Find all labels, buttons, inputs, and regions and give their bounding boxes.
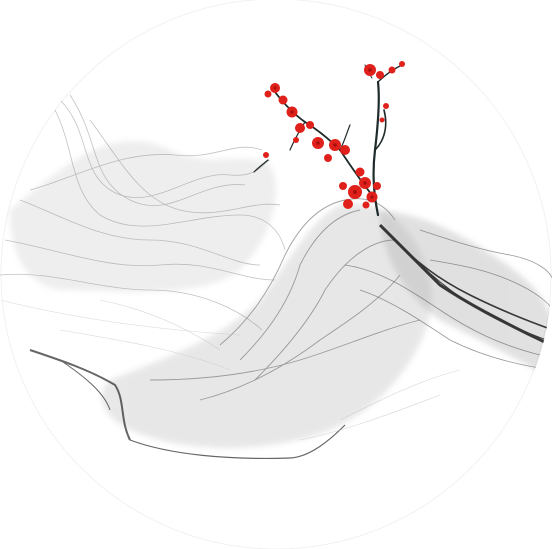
ink-ribbons-left [0,94,286,331]
ink-ribbons-right [344,229,552,371]
ink-wash [0,94,552,460]
ink-wash-right [380,210,552,380]
blossom-centers [273,68,374,199]
ink-wash-center [101,203,432,449]
ink-edge-lower-left [29,349,346,460]
blossom-cluster-mid [264,83,350,162]
ink-wash-left [10,140,276,292]
ink-hairlines [0,299,461,441]
plum-blossoms [263,61,405,209]
blossom-cluster-top [263,61,405,158]
